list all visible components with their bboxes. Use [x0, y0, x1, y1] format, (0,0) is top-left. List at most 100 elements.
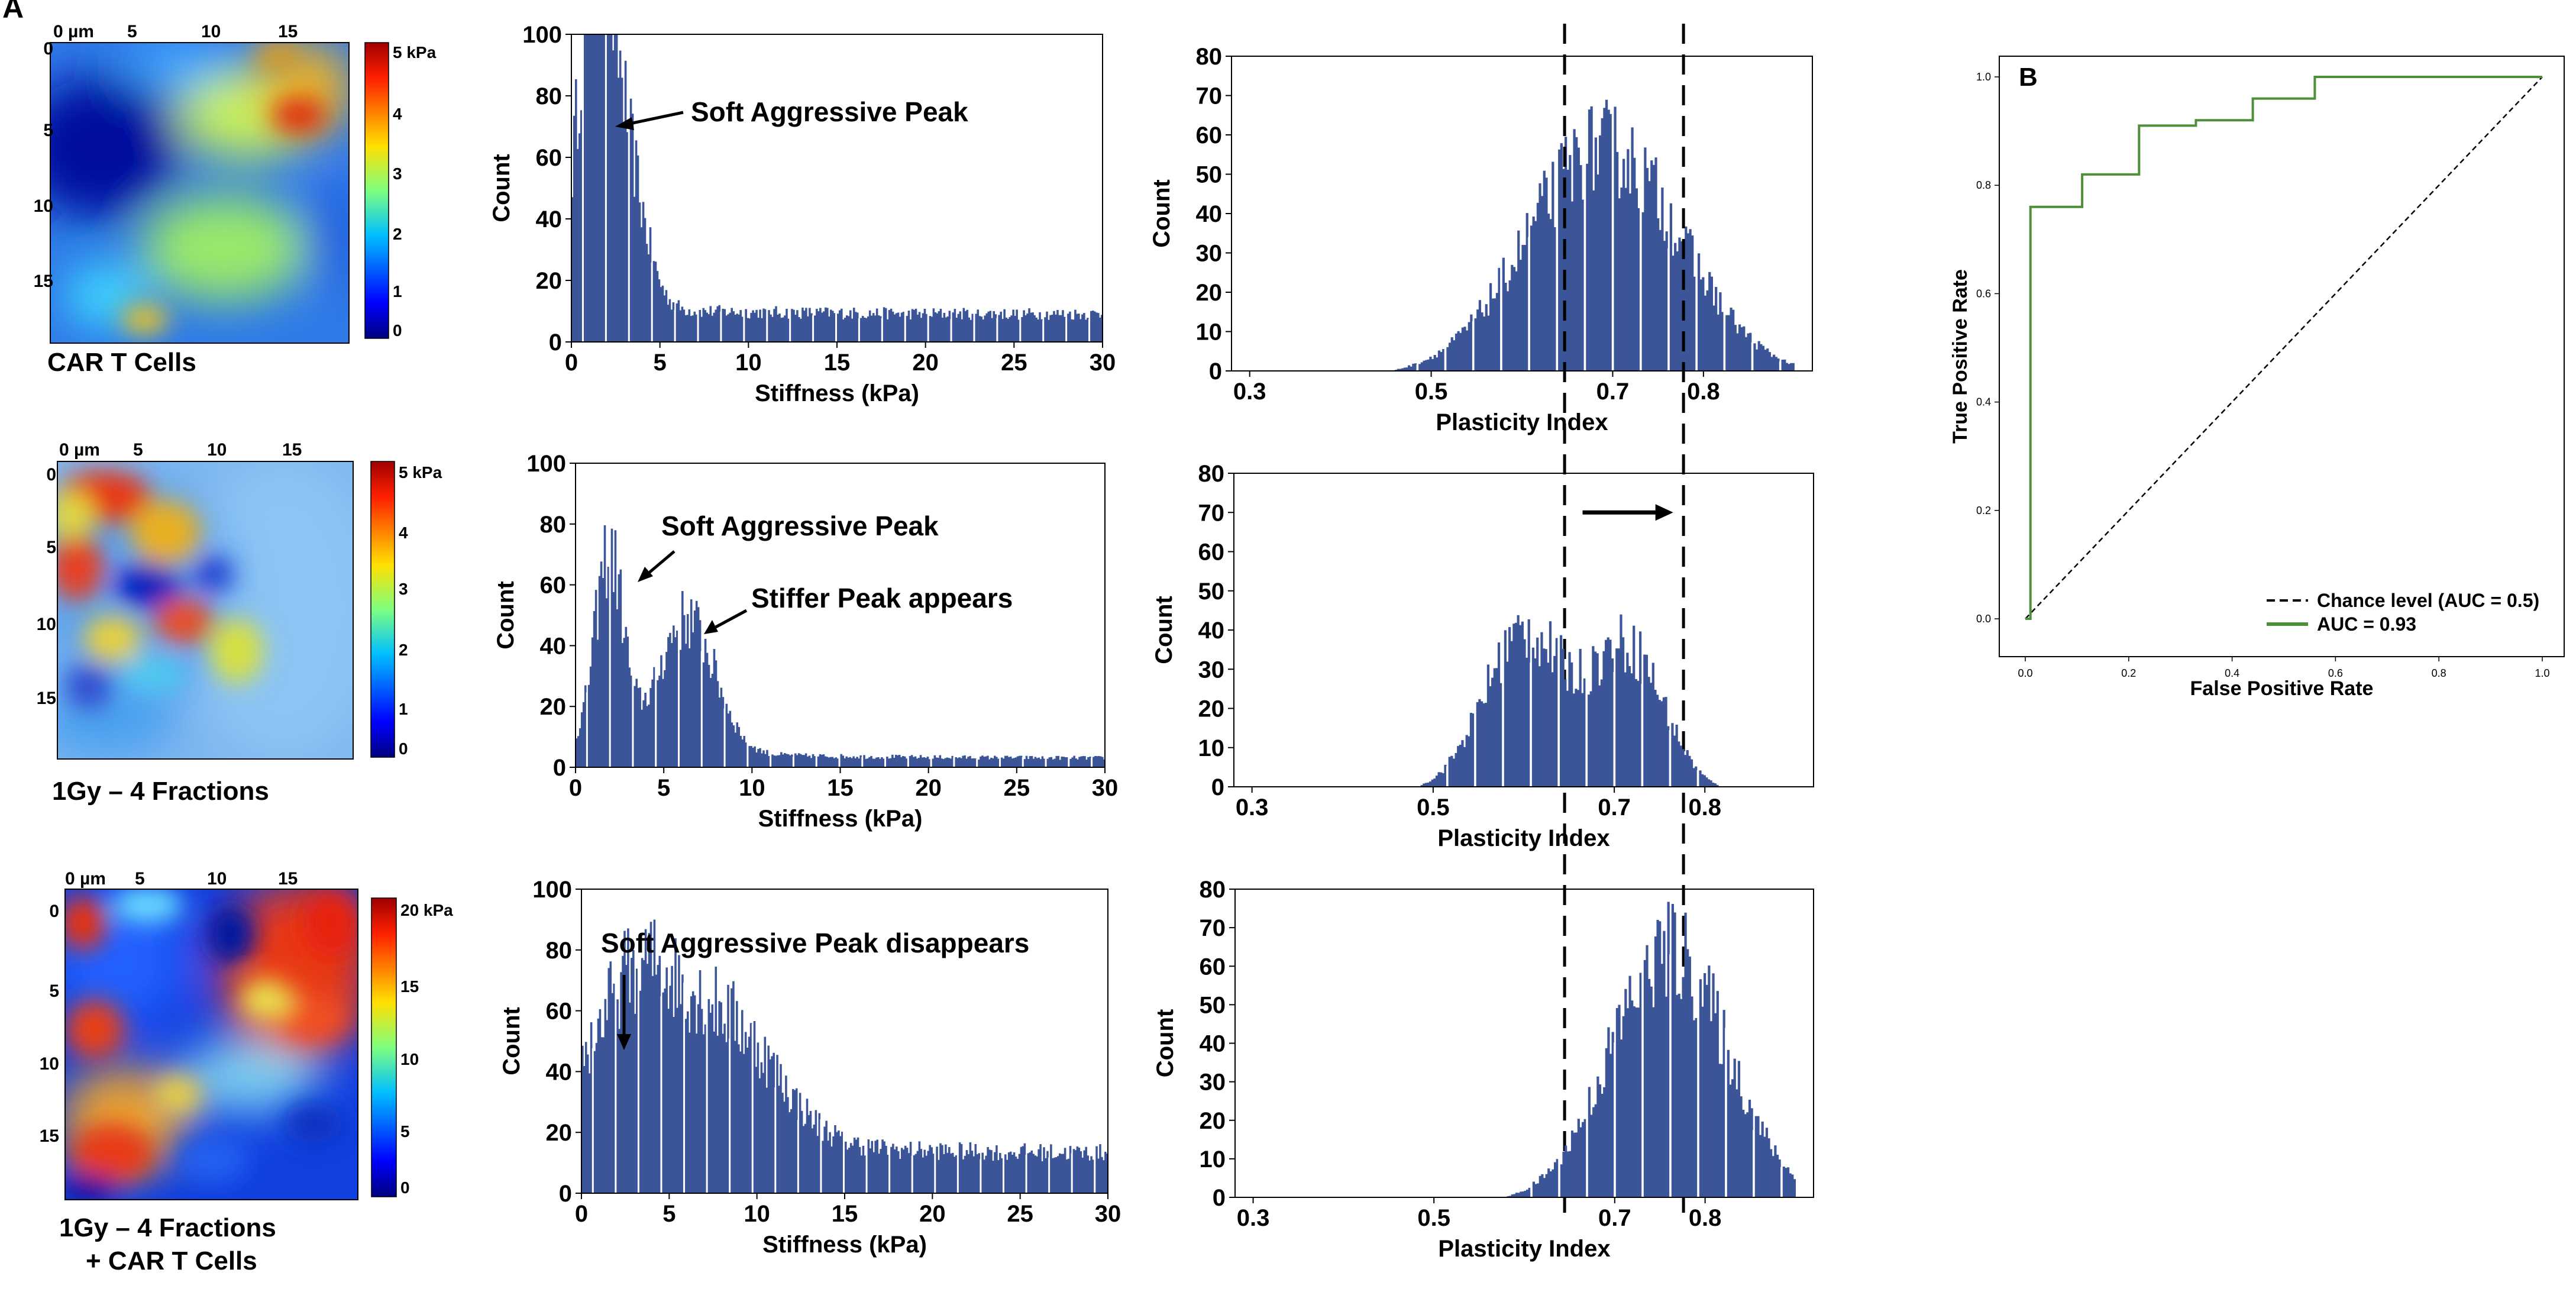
- histogram-bar: [941, 317, 944, 342]
- histogram-bar: [861, 757, 864, 767]
- histogram-bar: [1048, 1157, 1051, 1193]
- histogram-bar: [905, 758, 908, 767]
- map-3-colorbar-ticks: 20 kPa 15 10 5 0: [400, 901, 453, 1197]
- x-axis-label: Plasticity Index: [1437, 825, 1609, 851]
- histogram-bar: [625, 626, 628, 767]
- histogram-bar: [928, 759, 931, 767]
- colorbar-tick: 2: [399, 641, 408, 659]
- panel-label-b: B: [2019, 63, 2038, 92]
- histogram-bar: [1751, 342, 1754, 371]
- histogram-bar: [1676, 994, 1679, 1197]
- histogram-bar: [605, 598, 608, 767]
- histogram-bar: [1097, 1158, 1100, 1193]
- histogram-bar: [997, 758, 1000, 767]
- histogram-bar: [732, 311, 735, 342]
- histogram-bar: [1530, 662, 1533, 787]
- histogram-bar: [1431, 358, 1434, 371]
- histogram-bar: [825, 307, 827, 342]
- histogram-bar: [1615, 648, 1618, 787]
- histogram-bar: [741, 739, 744, 767]
- histogram-bar: [1515, 271, 1518, 371]
- histogram-bar: [755, 309, 758, 342]
- histogram-bar: [1583, 678, 1586, 787]
- x-axis-label: Plasticity Index: [1436, 409, 1608, 435]
- histogram-bar: [1041, 1161, 1043, 1193]
- histogram-bar: [919, 755, 922, 767]
- y-tick-label: 0: [1211, 774, 1224, 800]
- histogram-bar: [631, 958, 633, 1193]
- map-1-y-tick: 15: [34, 272, 53, 291]
- histogram-bar: [1461, 327, 1464, 371]
- histogram-bar: [675, 303, 678, 342]
- histogram-bar: [1014, 315, 1016, 342]
- histogram-bar: [1016, 1158, 1019, 1193]
- histogram-bar: [1672, 256, 1675, 371]
- y-tick-label: 0.4: [1976, 396, 1991, 408]
- y-tick-label: 40: [546, 1059, 573, 1085]
- histogram-bar: [725, 315, 728, 342]
- histogram-bar: [1039, 312, 1041, 342]
- histogram-bar: [1502, 257, 1505, 371]
- histogram-bar: [1747, 333, 1750, 371]
- histogram-bar: [1058, 1153, 1061, 1193]
- histogram-bar: [1555, 638, 1558, 787]
- histogram-bar: [1098, 755, 1100, 767]
- histogram-bar: [622, 955, 624, 1193]
- map-3-x-ticks: 0 µm 5 10 15: [65, 869, 298, 889]
- histogram-bar: [741, 316, 744, 342]
- histogram-bar: [1082, 756, 1084, 767]
- x-tick-label: 5: [657, 775, 670, 801]
- histogram-bar: [1472, 713, 1475, 787]
- histogram-bar: [695, 314, 698, 342]
- histogram-bar: [837, 314, 839, 342]
- histogram-bar: [1594, 1104, 1597, 1197]
- histogram-bar: [1087, 757, 1090, 767]
- histogram-bar: [760, 1062, 763, 1193]
- y-tick-label: 0: [1213, 1185, 1226, 1211]
- histogram-bar: [1688, 956, 1691, 1197]
- map-1-x-tick: 0 µm: [53, 22, 94, 41]
- histogram-bar: [801, 755, 804, 767]
- histogram-bar: [778, 755, 781, 767]
- histogram-bar: [1678, 741, 1680, 787]
- stiffness-map-2: [57, 461, 354, 760]
- histogram-bar: [1023, 759, 1026, 767]
- histogram-bar: [612, 50, 615, 342]
- histogram-bar: [1654, 690, 1657, 787]
- histogram-bar: [1699, 770, 1702, 787]
- annotation-soft-peak-2: Soft Aggressive Peak: [661, 511, 939, 541]
- histogram-bar: [602, 578, 605, 767]
- histogram-bar: [955, 1155, 958, 1193]
- histogram-bar: [809, 1110, 812, 1193]
- histogram-bar: [663, 295, 666, 342]
- histogram-bar: [1753, 1130, 1756, 1197]
- histogram-bar: [820, 754, 823, 767]
- histogram-bar: [1027, 759, 1030, 767]
- histogram-bar: [589, 34, 592, 342]
- histogram-bar: [646, 964, 649, 1193]
- histogram-bar: [828, 316, 830, 342]
- histogram-bar: [967, 1154, 970, 1193]
- histogram-bar: [700, 316, 703, 342]
- histogram-bar: [614, 530, 617, 767]
- histogram-bar: [946, 757, 949, 767]
- histogram-bar: [1081, 314, 1084, 342]
- histogram-bar: [1520, 1191, 1523, 1197]
- histogram-bar: [590, 1022, 593, 1193]
- histogram-bar: [1519, 625, 1522, 787]
- histogram-bar: [634, 1013, 636, 1193]
- histogram-bar: [980, 756, 982, 767]
- histogram-bar: [1766, 348, 1769, 371]
- histogram-bar: [677, 300, 680, 342]
- histogram-bar: [664, 670, 666, 767]
- histogram-bar: [1455, 752, 1457, 787]
- histogram-bar: [755, 752, 758, 767]
- histogram-bar: [1648, 978, 1651, 1197]
- histogram-bar: [1630, 673, 1633, 787]
- histogram-bar: [1624, 188, 1627, 371]
- histogram-bar: [653, 919, 656, 1193]
- histogram-bar: [1465, 735, 1468, 787]
- histogram-bar: [1466, 330, 1469, 371]
- histogram-bar: [1519, 260, 1522, 371]
- histogram-bar: [1586, 163, 1589, 371]
